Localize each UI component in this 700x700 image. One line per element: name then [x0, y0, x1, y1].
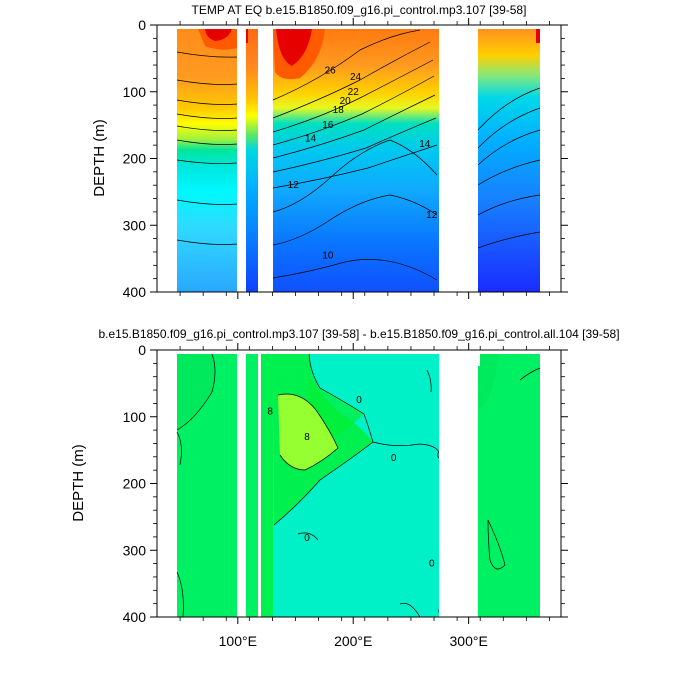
contour-label: 26 — [325, 65, 337, 76]
bottom-ytick-label: 200 — [123, 476, 147, 492]
bottom-ytick-label: 100 — [123, 409, 147, 425]
contour-label: 14 — [419, 139, 431, 150]
top-ytick-label: 0 — [138, 17, 146, 33]
contour-label: 8 — [304, 432, 310, 443]
contour-label: 0 — [356, 395, 362, 406]
bottom-ytick-label: 300 — [123, 542, 147, 558]
contour-label: 20 — [340, 96, 352, 107]
bottom-ytick-label: 0 — [138, 342, 146, 358]
thermocline-contours — [176, 29, 541, 281]
bottom-axis-ticks — [150, 343, 568, 624]
contour-label: 0 — [429, 559, 435, 570]
bottom-panel-title: b.e15.B1850.f09_g16.pi_control.mp3.107 [… — [98, 327, 619, 341]
top-y-tick-labels: 0 100 200 300 400 — [123, 17, 147, 300]
bottom-ytick-label: 400 — [123, 609, 147, 625]
contour-label: 0 — [304, 533, 310, 544]
bottom-y-axis-label: DEPTH (m) — [70, 444, 87, 522]
top-y-axis-label: DEPTH (m) — [91, 119, 108, 197]
contour-label: 0 — [391, 453, 397, 464]
top-ytick-label: 400 — [123, 284, 147, 300]
bottom-x-tick-labels: 100°E 200°E 300°E — [219, 633, 488, 649]
top-land-masks — [237, 25, 478, 292]
top-ytick-label: 200 — [123, 151, 147, 167]
difference-contours — [176, 353, 541, 617]
bottom-panel-plot: 08800000 — [176, 350, 541, 617]
contour-label: 18 — [333, 105, 345, 116]
top-ytick-label: 100 — [123, 84, 147, 100]
bottom-y-tick-labels: 0 100 200 300 400 — [123, 342, 147, 625]
contour-label: 22 — [348, 87, 360, 98]
contour-label: 12 — [288, 180, 300, 191]
top-axis-ticks — [150, 18, 568, 299]
top-ytick-label: 300 — [123, 217, 147, 233]
bottom-xtick-label: 300°E — [450, 633, 488, 649]
bottom-xtick-label: 100°E — [219, 633, 257, 649]
contour-label: 24 — [350, 72, 362, 83]
positive-anomaly-regions — [177, 354, 500, 617]
top-panel-title: TEMP AT EQ b.e15.B1850.f09_g16.pi_contro… — [192, 3, 527, 17]
bottom-xtick-label: 200°E — [334, 633, 372, 649]
contour-label: 8 — [267, 406, 273, 417]
warm-pool-cores — [198, 29, 540, 80]
contour-label: 16 — [322, 120, 334, 131]
contour-label: 12 — [426, 210, 438, 221]
contour-label: 14 — [305, 133, 317, 144]
bottom-land-masks — [237, 350, 480, 617]
temperature-field — [177, 29, 540, 292]
contour-label: 10 — [322, 250, 334, 261]
